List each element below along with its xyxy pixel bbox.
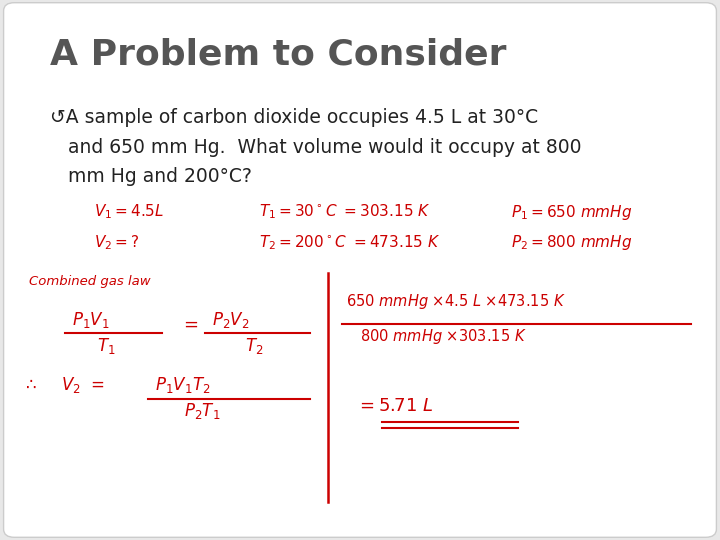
Text: $T_2$: $T_2$ [245,336,264,356]
Text: and 650 mm Hg.  What volume would it occupy at 800: and 650 mm Hg. What volume would it occu… [50,138,582,157]
Text: mm Hg and 200°C?: mm Hg and 200°C? [50,167,252,186]
Text: A Problem to Consider: A Problem to Consider [50,38,507,72]
Text: $= 5.71$ L: $= 5.71$ L [356,397,434,415]
Text: $P_2 T_1$: $P_2 T_1$ [184,401,220,421]
Text: $P_2 = 800$ mmHg: $P_2 = 800$ mmHg [511,233,633,252]
Text: $P_1 V_1 T_2$: $P_1 V_1 T_2$ [155,375,210,395]
Text: $V_2$  =: $V_2$ = [61,375,105,395]
Text: $650$ mmHg $\times 4.5$ L $\times 473.15$ K: $650$ mmHg $\times 4.5$ L $\times 473.15… [346,292,565,310]
Text: $T_1$: $T_1$ [97,336,116,356]
Text: $P_1 = 650$ mmHg: $P_1 = 650$ mmHg [511,202,633,221]
Text: ↺A sample of carbon dioxide occupies 4.5 L at 30°C: ↺A sample of carbon dioxide occupies 4.5… [50,108,539,127]
Text: =: = [184,316,199,334]
Text: $V_1 = 4.5$L: $V_1 = 4.5$L [94,202,164,221]
Text: Combined gas law: Combined gas law [29,275,150,288]
Text: $V_2 = ?$: $V_2 = ?$ [94,233,139,252]
Text: $P_1 V_1$: $P_1 V_1$ [72,310,109,330]
Text: $T_1 = 30^\circ$C $= 303.15$ K: $T_1 = 30^\circ$C $= 303.15$ K [259,202,431,221]
Text: $\therefore$: $\therefore$ [22,375,37,393]
Text: $P_2 V_2$: $P_2 V_2$ [212,310,250,330]
Text: $T_2 = 200^\circ$C $= 473.15$ K: $T_2 = 200^\circ$C $= 473.15$ K [259,233,441,252]
Text: $800$ mmHg $\times 303.15$ K: $800$ mmHg $\times 303.15$ K [360,327,526,346]
